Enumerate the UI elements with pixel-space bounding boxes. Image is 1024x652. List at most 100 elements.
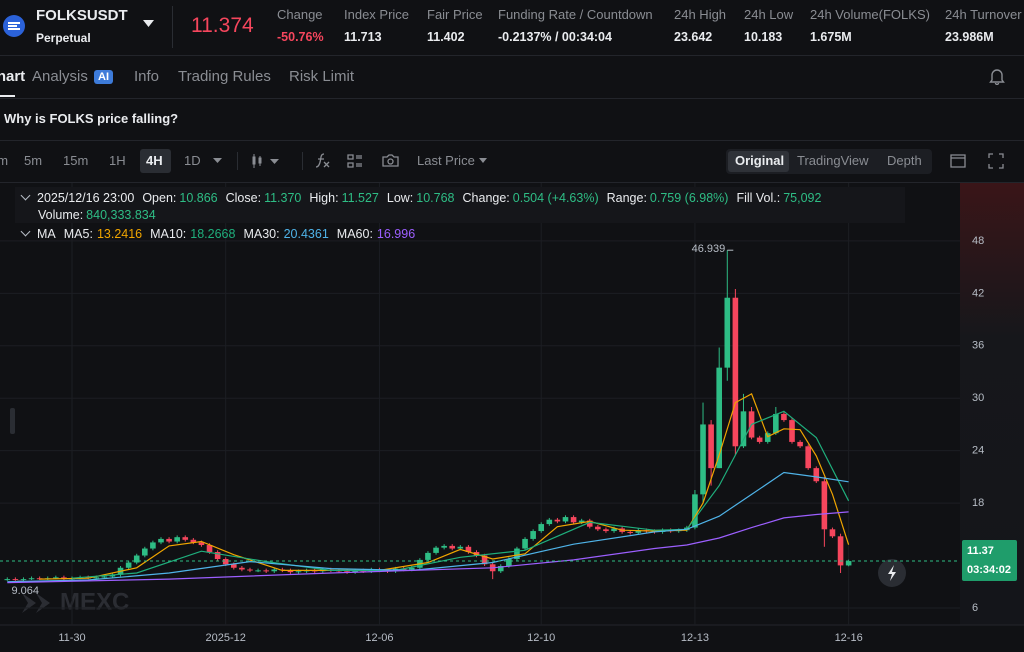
screenshot-icon[interactable] [382,153,399,168]
x-tick-label: 12-13 [681,632,709,644]
ai-question[interactable]: Why is FOLKS price falling? [4,111,179,126]
candle-body [287,570,294,573]
legend-value: 18.2668 [190,227,236,241]
collapse-caret[interactable] [20,190,31,201]
candle-body [125,562,132,568]
interval[interactable]: 1D [184,153,201,168]
candle-body [449,545,456,549]
bell-icon[interactable] [989,68,1005,85]
candle-body [53,577,59,579]
separator [0,55,1024,56]
candle-body [554,519,561,522]
side-handle[interactable] [10,408,15,434]
candle-body [611,528,617,532]
candle-body [101,576,108,578]
price-type-caret[interactable] [479,158,487,164]
candle-body [481,555,488,565]
candle-body [740,411,747,447]
interval-caret[interactable] [213,158,222,164]
candle-body [12,579,19,581]
stat-label: 24h High [674,7,727,22]
coin-logo [3,15,25,37]
ma-title: MA [37,227,56,241]
stat-value: 23.642 [674,30,713,44]
price-type[interactable]: Last Price [417,153,475,168]
fullscreen-icon[interactable] [988,153,1004,169]
candle-body [700,424,706,495]
candle-body [4,579,11,581]
candle-body [514,548,520,560]
candle-body [150,542,156,549]
tab[interactable]: Analysis [32,68,88,85]
view-option[interactable]: Original [735,153,785,168]
candle-body [408,567,415,570]
interval[interactable]: 1H [109,153,126,168]
y-tick-label: 24 [972,445,984,457]
legend-name: MA60 [337,227,373,241]
info-row: 2025/12/16 23:00 Open: 10.866 Close: 11.370 H… [20,190,829,207]
ma-line [7,511,849,584]
indicator-icon[interactable] [315,152,331,170]
interval[interactable]: 4H [146,153,163,168]
stat-value: 1.675M [810,30,852,44]
candle-body [829,529,836,537]
tab[interactable]: Risk Limit [289,68,355,85]
ma-legend: MA MA513.2416 MA10 18.2668 MA30 20.4361 MA6016… [20,226,423,241]
candle-body [206,545,213,553]
layout-icon[interactable] [347,153,363,169]
y-tick-label: 30 [972,392,984,404]
candle-body [627,531,634,533]
candle-body [821,481,828,530]
candle-body [158,538,164,543]
stat-label: Fair Price [427,7,483,22]
symbol[interactable]: FOLKSUSDT [36,7,128,24]
view-option[interactable]: Depth [887,153,922,168]
candle-body [190,539,197,543]
candle-body [797,441,803,447]
candle-body [20,579,27,581]
symbol-caret[interactable] [143,20,155,28]
info-panel [15,187,905,223]
candle-body [255,570,261,572]
candle-body [805,446,811,469]
interval[interactable]: 15m [63,153,89,168]
price-tag [962,539,1017,581]
candle-body [295,571,302,573]
candle-body [522,538,528,549]
candle-body [198,542,205,546]
stat-label: 24h Turnover [945,7,1022,22]
info-row: Volume: 840,333.834 [20,207,829,224]
candle-body [724,297,731,368]
candle-body [214,552,221,560]
candle-body [586,520,593,527]
candle-body [789,420,795,442]
tab[interactable]: Info [134,68,160,85]
interval[interactable]: 5m [24,153,43,168]
info-value: 0.504 (+4.63%) [512,191,599,205]
candle-body [344,571,350,573]
divider [302,152,303,170]
collapse-caret[interactable] [20,226,31,237]
candle-body [441,545,447,548]
x-tick-label: 12-10 [527,632,555,644]
divider [237,152,238,170]
candle-body [781,413,787,421]
tab[interactable]: Chart [0,68,26,85]
candle-body [263,570,269,572]
tab[interactable]: Trading Rules [178,68,271,85]
candle-body [595,526,601,530]
chart-type-icon[interactable] [250,152,282,170]
info-label: High: [309,191,339,205]
candle-body [813,468,820,482]
price-tag-countdown: 03:34:02 [967,564,1011,576]
interval[interactable]: 1m [0,153,9,168]
stat-value: 10.183 [744,30,783,44]
info-value: 10.866 [179,191,218,205]
candle-body [538,524,545,532]
info-value: 75,092 [783,191,822,205]
candle-body [692,494,698,528]
candle-body [239,567,245,570]
view-option[interactable]: TradingView [797,153,869,168]
panel-icon[interactable] [950,153,966,169]
info-time: 2025/12/16 23:00 [37,191,135,205]
